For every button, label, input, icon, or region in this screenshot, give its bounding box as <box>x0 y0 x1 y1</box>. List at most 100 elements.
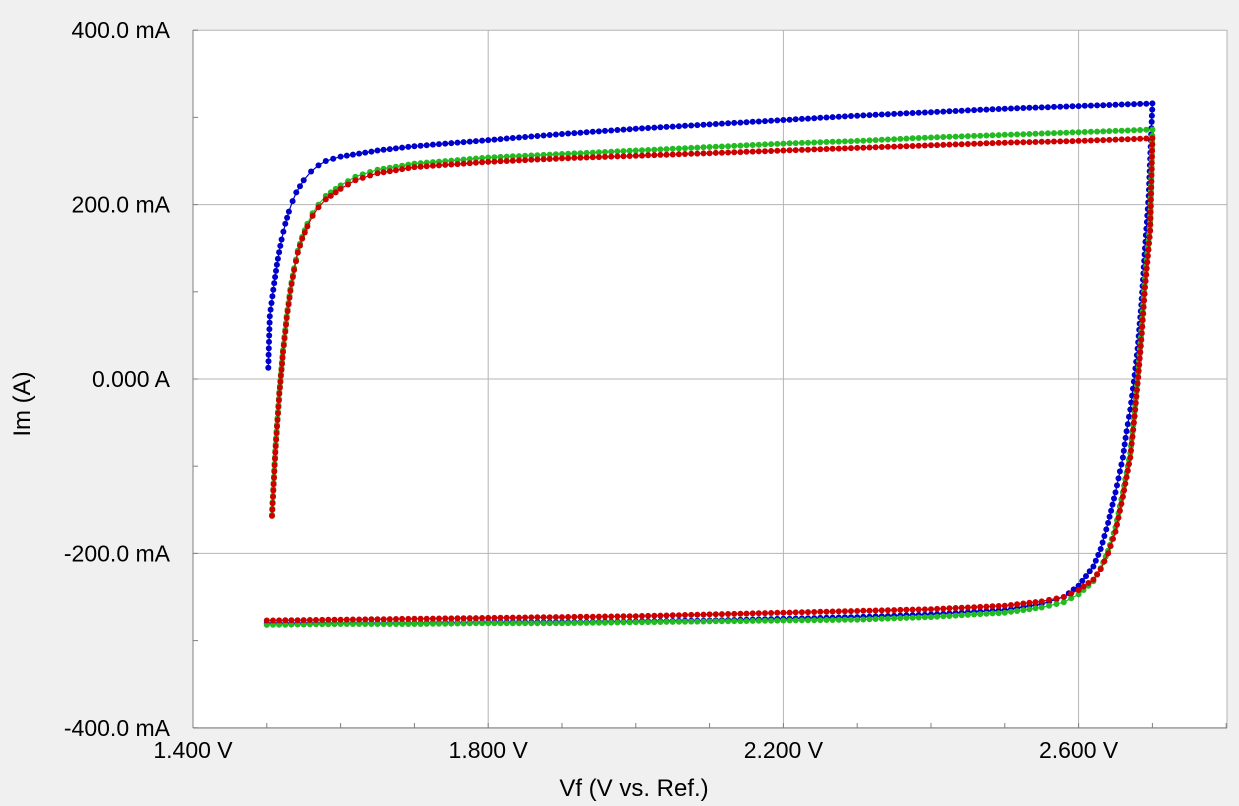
data-point <box>841 608 848 615</box>
data-point <box>762 148 768 155</box>
data-point <box>276 390 283 397</box>
data-point <box>325 621 332 628</box>
data-point <box>632 125 639 132</box>
data-point <box>583 619 590 626</box>
data-point <box>928 614 934 621</box>
data-point <box>952 141 959 148</box>
data-point <box>743 119 750 126</box>
data-point <box>921 614 928 621</box>
data-point <box>946 605 953 612</box>
data-point <box>1147 221 1154 228</box>
data-point <box>971 140 978 147</box>
data-point <box>540 132 547 139</box>
x-tick-label: 2.600 V <box>1039 737 1119 763</box>
data-point <box>1063 103 1070 110</box>
data-point <box>712 121 719 127</box>
data-point <box>497 158 504 165</box>
data-point <box>332 189 339 196</box>
data-point <box>768 141 775 148</box>
data-point <box>755 148 762 155</box>
data-point <box>1134 380 1141 387</box>
data-point <box>1115 514 1122 521</box>
data-point <box>1026 131 1033 137</box>
data-point <box>479 137 486 144</box>
data-point <box>271 468 278 475</box>
data-point <box>952 108 959 114</box>
data-point <box>1149 106 1156 113</box>
data-point <box>762 617 768 624</box>
data-point <box>780 147 787 154</box>
data-point <box>940 613 947 620</box>
data-point <box>964 611 971 618</box>
data-point <box>1148 166 1155 173</box>
data-point <box>577 613 584 620</box>
data-point <box>479 620 486 627</box>
data-point <box>731 610 738 617</box>
data-point <box>1131 101 1137 108</box>
data-point <box>589 619 596 626</box>
data-point <box>1149 135 1156 142</box>
data-point <box>583 613 590 620</box>
data-point <box>608 153 615 160</box>
data-point <box>1106 136 1113 143</box>
data-point <box>1085 580 1092 586</box>
data-point <box>675 123 682 130</box>
data-point <box>503 620 510 627</box>
data-point <box>282 621 289 628</box>
data-point <box>792 609 799 616</box>
data-point <box>274 255 281 262</box>
data-point <box>1149 153 1155 160</box>
data-point <box>897 135 904 142</box>
data-point <box>380 146 387 153</box>
data-point <box>577 619 584 626</box>
data-point <box>571 154 578 161</box>
data-point <box>725 618 732 625</box>
data-point <box>964 604 971 611</box>
data-point <box>276 617 283 624</box>
data-point <box>565 150 572 157</box>
data-point <box>848 138 854 145</box>
data-point <box>300 621 307 628</box>
data-point <box>343 621 350 627</box>
data-point <box>928 142 934 149</box>
data-point <box>283 315 290 321</box>
data-point <box>608 613 615 620</box>
data-point <box>423 620 430 627</box>
data-point <box>565 614 572 620</box>
data-point <box>1063 129 1070 136</box>
data-point <box>274 417 281 423</box>
data-point <box>651 124 658 131</box>
data-point <box>522 134 529 140</box>
data-point <box>559 155 565 162</box>
data-point <box>552 614 559 621</box>
data-point <box>626 613 633 620</box>
data-point <box>472 620 479 627</box>
data-point <box>675 145 682 152</box>
data-point <box>811 609 818 615</box>
data-point <box>417 142 424 149</box>
data-point <box>645 619 652 626</box>
data-point <box>823 608 830 615</box>
data-point <box>645 147 652 153</box>
data-point <box>1149 100 1156 107</box>
data-point <box>718 611 725 618</box>
data-point <box>1020 607 1027 614</box>
data-point <box>1149 147 1156 154</box>
data-point <box>977 603 984 610</box>
data-point <box>608 127 615 134</box>
data-point <box>1140 304 1147 311</box>
data-point <box>645 612 652 619</box>
data-point <box>1148 118 1155 125</box>
data-point <box>786 140 793 147</box>
data-point <box>1149 141 1156 148</box>
data-point <box>946 613 953 619</box>
data-point <box>823 617 830 623</box>
data-point <box>1079 577 1086 584</box>
data-point <box>528 620 535 627</box>
data-point <box>282 328 289 335</box>
data-point <box>897 606 904 613</box>
data-point <box>442 140 449 147</box>
data-point <box>1026 599 1033 606</box>
data-point <box>270 617 276 624</box>
